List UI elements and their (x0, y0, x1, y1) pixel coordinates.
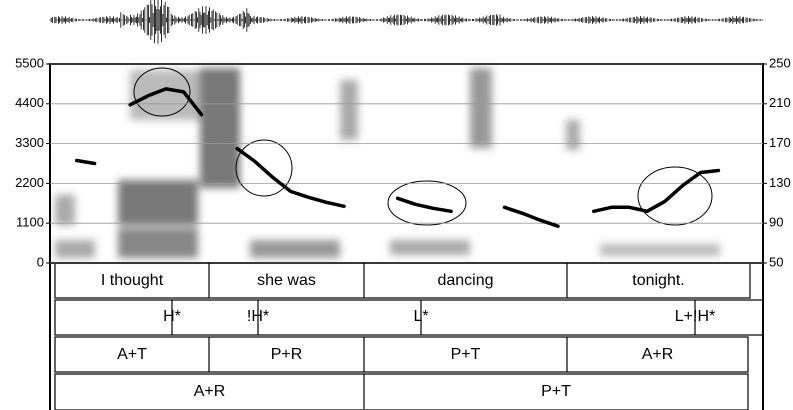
waveform-trace (49, 0, 764, 44)
y2-tick-label: 210 (769, 95, 791, 110)
tier-label: P+T (451, 346, 481, 363)
y2-tick-label: 250 (769, 55, 791, 70)
tier-label: she was (257, 272, 316, 289)
highlight-circles (133, 67, 713, 226)
y2-tick-label: 50 (769, 254, 783, 269)
pitch-contour (395, 196, 453, 214)
y2-tick-label: 170 (769, 135, 791, 150)
pitch-contour (591, 168, 721, 214)
y-tick-label: 2200 (15, 175, 44, 190)
pitch-contour (74, 158, 97, 166)
y2-tick-label: 130 (769, 175, 791, 190)
tier-label: !H* (247, 308, 269, 325)
tier-label: A+R (642, 346, 674, 363)
y-tick-label: 0 (37, 254, 44, 269)
tier-label: A+R (194, 383, 226, 400)
tier-label: P+R (271, 346, 303, 363)
y-tick-label: 4400 (15, 95, 44, 110)
tier-label: A+T (117, 346, 147, 363)
tier-label: I thought (101, 272, 164, 289)
tier-label: P+T (541, 383, 571, 400)
spectrogram (55, 68, 720, 258)
tier-label: H* (163, 308, 181, 325)
waveform (49, 0, 764, 44)
y2-tick-label: 90 (769, 215, 783, 230)
y-tick-label: 3300 (15, 135, 44, 150)
pitch-contour (128, 87, 204, 117)
pitch-contour (235, 146, 346, 209)
y-tick-label: 1100 (16, 215, 44, 230)
tier-label: L+!H* (675, 308, 715, 325)
tier-label: dancing (437, 272, 493, 289)
tier-label: tonight. (632, 272, 684, 289)
tier-label: L* (413, 308, 428, 325)
pitch-contour (502, 205, 560, 228)
y-tick-label: 5500 (15, 55, 44, 70)
